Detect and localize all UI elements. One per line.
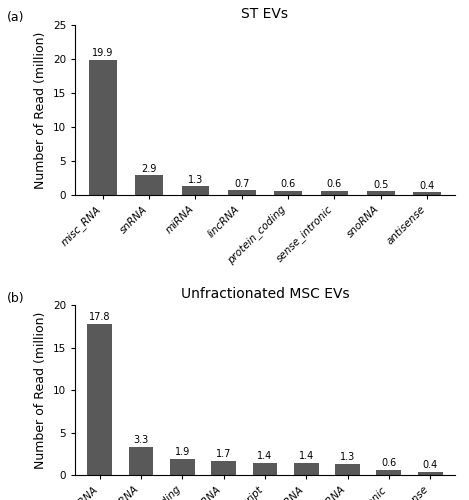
- Text: 3.3: 3.3: [134, 436, 149, 446]
- Text: 0.4: 0.4: [419, 180, 435, 190]
- Text: 0.7: 0.7: [234, 178, 250, 188]
- Title: ST EVs: ST EVs: [242, 7, 288, 21]
- Bar: [294, 463, 318, 475]
- Text: 19.9: 19.9: [92, 48, 113, 58]
- Bar: [253, 463, 277, 475]
- Text: 17.8: 17.8: [89, 312, 111, 322]
- Bar: [274, 190, 302, 195]
- Text: 1.3: 1.3: [340, 452, 355, 462]
- Bar: [377, 470, 401, 475]
- Bar: [367, 192, 395, 195]
- Text: 1.4: 1.4: [257, 452, 272, 462]
- Text: 0.6: 0.6: [381, 458, 396, 468]
- Text: 0.5: 0.5: [373, 180, 388, 190]
- Text: 0.6: 0.6: [280, 180, 296, 190]
- Bar: [87, 324, 112, 475]
- Bar: [135, 175, 163, 195]
- Text: 0.6: 0.6: [327, 180, 342, 190]
- Text: 0.4: 0.4: [423, 460, 438, 470]
- Text: (a): (a): [7, 12, 24, 24]
- Text: 1.4: 1.4: [299, 452, 314, 462]
- Bar: [321, 190, 348, 195]
- Text: 1.3: 1.3: [188, 174, 203, 184]
- Bar: [170, 459, 195, 475]
- Bar: [418, 472, 443, 475]
- Bar: [182, 186, 209, 195]
- Y-axis label: Number of Read (million): Number of Read (million): [34, 31, 47, 188]
- Bar: [129, 447, 153, 475]
- Text: 2.9: 2.9: [142, 164, 157, 174]
- Bar: [413, 192, 441, 195]
- Y-axis label: Number of Read (million): Number of Read (million): [34, 312, 47, 469]
- Bar: [212, 460, 236, 475]
- Bar: [335, 464, 360, 475]
- Text: (b): (b): [7, 292, 24, 304]
- Bar: [228, 190, 256, 195]
- Text: 1.7: 1.7: [216, 449, 231, 459]
- Bar: [89, 60, 117, 195]
- Text: 1.9: 1.9: [175, 447, 190, 457]
- Title: Unfractionated MSC EVs: Unfractionated MSC EVs: [181, 287, 349, 301]
